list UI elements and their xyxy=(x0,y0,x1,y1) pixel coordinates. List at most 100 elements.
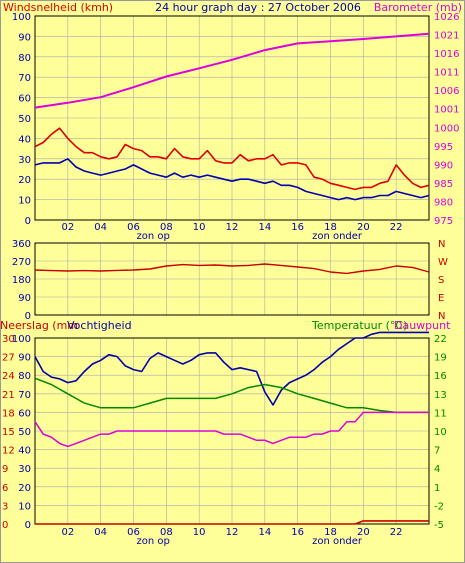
wind-ytick-100: 100 xyxy=(12,12,31,23)
humidity-line xyxy=(34,331,429,406)
rain-ytick-6: 6 xyxy=(2,483,8,494)
baro-ytick-1021: 1021 xyxy=(434,31,459,42)
p1-xtick-12: 12 xyxy=(226,222,239,233)
p3-xtick-12: 12 xyxy=(226,527,239,538)
p1-xtick-10: 10 xyxy=(193,222,206,233)
baro-ytick-975: 975 xyxy=(434,216,453,227)
temp-ytick--5: -5 xyxy=(434,520,444,531)
baro-ytick-1016: 1016 xyxy=(434,49,459,60)
temp-ytick-10: 10 xyxy=(434,427,447,438)
humidity-ytick-40: 40 xyxy=(18,446,31,457)
dir-compass-1: W xyxy=(438,257,448,268)
p3-xtick-08: 08 xyxy=(160,527,173,538)
p2-frame xyxy=(34,242,430,316)
baro-ytick-1001: 1001 xyxy=(434,105,459,116)
p1-xtick-04: 04 xyxy=(94,222,107,233)
p3-xtick-14: 14 xyxy=(258,527,271,538)
dir-ytick-180: 180 xyxy=(12,275,31,286)
p3-xtick-18: 18 xyxy=(324,527,337,538)
p3-xtick-02: 02 xyxy=(61,527,74,538)
dir-ytick-360: 360 xyxy=(12,239,31,250)
baro-ytick-985: 985 xyxy=(434,179,453,190)
wind-ytick-50: 50 xyxy=(18,114,31,125)
temp-ytick-11: 11 xyxy=(434,408,447,419)
wind-ytick-30: 30 xyxy=(18,155,31,166)
p3-xtick-10: 10 xyxy=(193,527,206,538)
humidity-ytick-100: 100 xyxy=(12,334,31,345)
wind-ytick-10: 10 xyxy=(18,196,31,207)
dewpoint-axis-title: Dauwpunt xyxy=(394,319,451,332)
p3-xtick-06: 06 xyxy=(127,527,140,538)
humidity-ytick-90: 90 xyxy=(18,353,31,364)
wind-ytick-80: 80 xyxy=(18,53,31,64)
humidity-ytick-60: 60 xyxy=(18,408,31,419)
dir-ytick-270: 270 xyxy=(12,257,31,268)
humidity-ytick-10: 10 xyxy=(18,501,31,512)
p1-frame xyxy=(34,15,430,221)
p1-xtick-02: 02 xyxy=(61,222,74,233)
p1-xtick-14: 14 xyxy=(258,222,271,233)
dir-compass-2: S xyxy=(438,275,444,286)
p3-sunrise-label: zon op xyxy=(137,536,170,547)
dir-ytick-90: 90 xyxy=(18,293,31,304)
baro-ytick-1011: 1011 xyxy=(434,68,459,79)
wind-ytick-0: 0 xyxy=(25,216,31,227)
temp-ytick-1: 1 xyxy=(434,483,440,494)
rain-ytick-24: 24 xyxy=(2,371,15,382)
rain-ytick-3: 3 xyxy=(2,501,8,512)
rain-ytick-21: 21 xyxy=(2,390,15,401)
baro-ytick-1000: 1000 xyxy=(434,123,459,134)
dir-compass-0: N xyxy=(438,239,445,250)
temp-ytick-16: 16 xyxy=(434,371,447,382)
baro-ytick-1006: 1006 xyxy=(434,86,459,97)
p3-sunset-label: zon onder xyxy=(312,536,363,547)
chart-title: 24 hour graph day : 27 October 2006 xyxy=(155,1,361,14)
wind-ytick-20: 20 xyxy=(18,175,31,186)
humidity-axis-title: Vochtigheid xyxy=(67,319,132,332)
p1-xtick-20: 20 xyxy=(357,222,370,233)
temperature-line xyxy=(34,377,429,414)
temp-ytick--2: -2 xyxy=(434,501,444,512)
temp-ytick-22: 22 xyxy=(434,334,447,345)
p1-sunset-label: zon onder xyxy=(312,231,363,242)
baro-ytick-995: 995 xyxy=(434,142,453,153)
humidity-ytick-70: 70 xyxy=(18,390,31,401)
wind-ytick-90: 90 xyxy=(18,32,31,43)
rain-line xyxy=(35,520,429,525)
barometer-axis-title: Barometer (mb) xyxy=(374,1,462,14)
temperature-axis-title: Temperatuur (°C) xyxy=(311,319,407,332)
humidity-ytick-20: 20 xyxy=(18,483,31,494)
baro-ytick-1026: 1026 xyxy=(434,12,459,23)
rain-axis-title: Neerslag (mm xyxy=(0,319,78,332)
wind-ytick-70: 70 xyxy=(18,73,31,84)
p1-xtick-06: 06 xyxy=(127,222,140,233)
temp-ytick-7: 7 xyxy=(434,446,440,457)
barometer-line xyxy=(34,32,430,109)
wind-direction-line xyxy=(34,263,430,275)
wind-avg-line xyxy=(34,158,430,201)
temp-ytick-13: 13 xyxy=(434,390,447,401)
rain-ytick-12: 12 xyxy=(2,446,15,457)
dir-compass-4: N xyxy=(438,311,445,322)
humidity-ytick-0: 0 xyxy=(25,520,31,531)
wind-ytick-60: 60 xyxy=(18,94,31,105)
wind-ytick-40: 40 xyxy=(18,134,31,145)
p3-xtick-22: 22 xyxy=(390,527,403,538)
rain-ytick-9: 9 xyxy=(2,464,8,475)
rain-ytick-0: 0 xyxy=(2,520,8,531)
rain-ytick-27: 27 xyxy=(2,353,15,364)
dewpoint-line xyxy=(34,411,429,448)
rain-ytick-15: 15 xyxy=(2,427,15,438)
humidity-ytick-30: 30 xyxy=(18,464,31,475)
p1-xtick-18: 18 xyxy=(324,222,337,233)
p1-xtick-16: 16 xyxy=(291,222,304,233)
rain-ytick-18: 18 xyxy=(2,408,15,419)
p1-xtick-08: 08 xyxy=(160,222,173,233)
dir-compass-3: E xyxy=(438,293,444,304)
wind-axis-title: Windsnelheid (kmh) xyxy=(3,1,113,14)
p3-xtick-16: 16 xyxy=(291,527,304,538)
p1-xtick-22: 22 xyxy=(390,222,403,233)
